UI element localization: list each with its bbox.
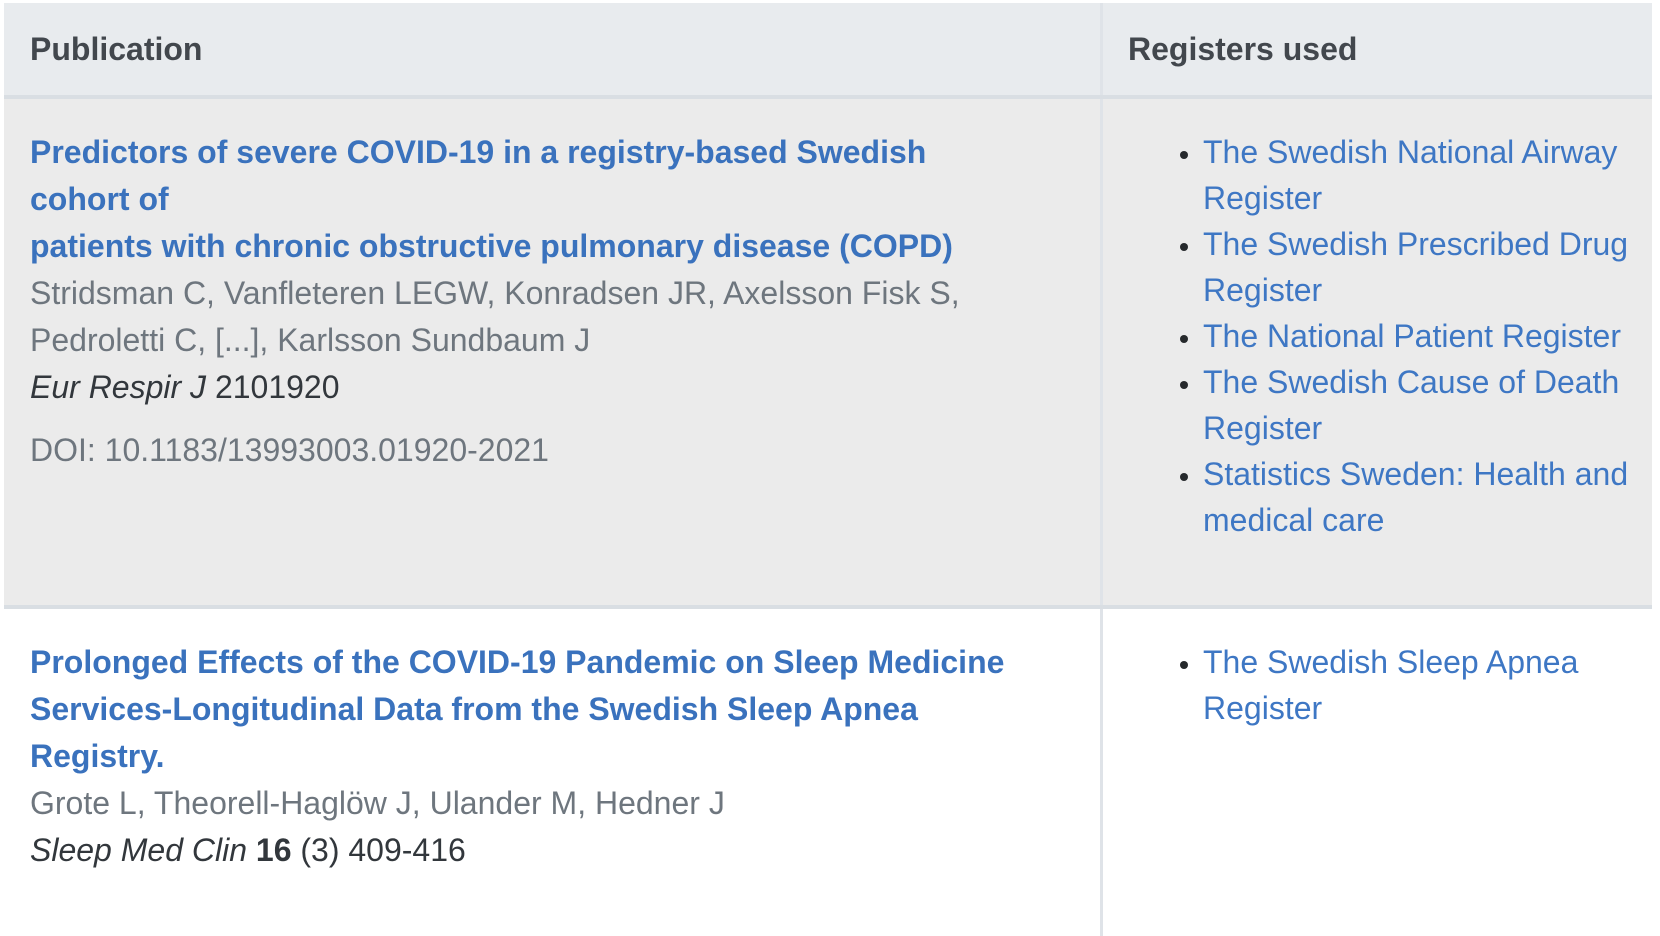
journal-name: Sleep Med Clin [30,832,247,868]
publication-title: Predictors of severe COVID-19 in a regis… [30,129,1025,270]
register-list-item: The National Patient Register [1203,313,1640,359]
register-list-item: The Swedish Cause of Death Register [1203,359,1640,451]
publication-title-link[interactable]: Prolonged Effects of the COVID-19 Pandem… [30,639,1025,780]
register-list-item: The Swedish National Airway Register [1203,129,1640,221]
registers-cell: The Swedish National Airway Register The … [1100,99,1652,605]
publication-title-line: Prolonged Effects of the COVID-19 Pandem… [30,644,1005,680]
register-list-item: The Swedish Prescribed Drug Register [1203,221,1640,313]
publication-journal: Eur Respir J 2101920 [30,364,1025,411]
register-link[interactable]: The Swedish National Airway Register [1203,134,1618,216]
register-link[interactable]: The National Patient Register [1203,318,1621,354]
journal-name: Eur Respir J [30,369,207,405]
publication-title-line: patients with chronic obstructive pulmon… [30,228,953,264]
publication-title-line: Services-Longitudinal Data from the Swed… [30,691,918,774]
publication-title-line: Predictors of severe COVID-19 in a regis… [30,134,927,217]
publication-authors: Grote L, Theorell-Haglöw J, Ulander M, H… [30,785,725,821]
register-link[interactable]: The Swedish Cause of Death Register [1203,364,1620,446]
publication-title: Prolonged Effects of the COVID-19 Pandem… [30,639,1025,780]
registers-list: The Swedish Sleep Apnea Register [1128,639,1640,731]
table-header-row: Publication Registers used [4,3,1652,99]
publication-cell: Predictors of severe COVID-19 in a regis… [4,99,1100,605]
publication-cell: Prolonged Effects of the COVID-19 Pandem… [4,609,1100,936]
register-list-item: The Swedish Sleep Apnea Register [1203,639,1640,731]
registers-list: The Swedish National Airway Register The … [1128,129,1640,543]
register-link[interactable]: The Swedish Prescribed Drug Register [1203,226,1629,308]
register-list-item: Statistics Sweden: Health and medical ca… [1203,451,1640,543]
journal-volume: 16 [255,832,292,868]
registers-cell: The Swedish Sleep Apnea Register [1100,609,1652,936]
publication-title-link[interactable]: Predictors of severe COVID-19 in a regis… [30,129,1025,270]
table-body: Predictors of severe COVID-19 in a regis… [4,99,1652,936]
journal-issue-pages: 2101920 [214,369,340,405]
publication-header-label: Publication [30,30,203,67]
publication-journal: Sleep Med Clin 16 (3) 409-416 [30,827,1025,874]
registers-header-label: Registers used [1128,30,1358,67]
registers-column-header: Registers used [1100,3,1652,95]
publication-row: Predictors of severe COVID-19 in a regis… [4,99,1652,605]
publications-table: Publication Registers used Predictors of… [4,3,1652,936]
publication-row: Prolonged Effects of the COVID-19 Pandem… [4,605,1652,936]
publication-column-header: Publication [4,3,1100,95]
publication-doi: DOI: 10.1183/13993003.01920-2021 [30,432,549,468]
register-link[interactable]: The Swedish Sleep Apnea Register [1203,644,1579,726]
journal-issue-pages: (3) 409-416 [300,832,466,868]
register-link[interactable]: Statistics Sweden: Health and medical ca… [1203,456,1629,538]
publication-authors: Stridsman C, Vanfleteren LEGW, Konradsen… [30,275,960,358]
